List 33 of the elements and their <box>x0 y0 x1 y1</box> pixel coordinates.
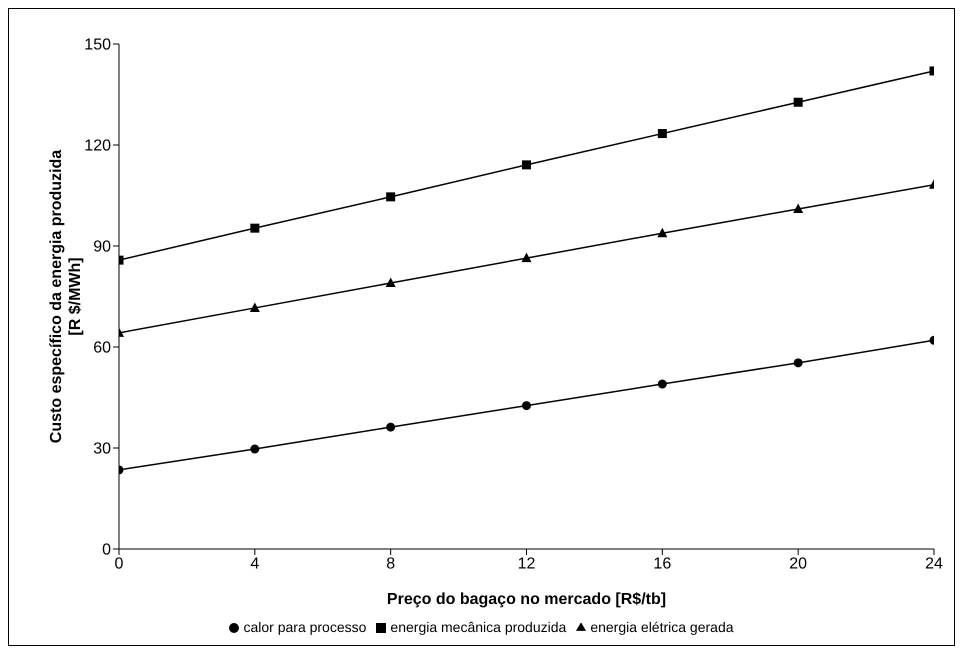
point <box>386 422 396 432</box>
point <box>793 203 804 213</box>
y-tick-label: 150 <box>84 36 112 54</box>
point <box>522 160 531 170</box>
y-tick-label: 30 <box>93 440 112 458</box>
point <box>658 129 667 138</box>
legend-label: energia elétrica gerada <box>590 619 734 635</box>
point <box>794 358 803 368</box>
legend-label: calor para processo <box>243 619 366 635</box>
y-tick-label: 90 <box>93 238 112 256</box>
y-tick-label: 0 <box>102 542 112 559</box>
x-tick-label: 20 <box>789 555 808 572</box>
point <box>250 224 260 233</box>
x-tick-label: 12 <box>518 555 536 572</box>
point <box>794 98 803 107</box>
point <box>522 252 532 262</box>
point <box>386 192 396 202</box>
x-tick-label: 0 <box>114 555 124 572</box>
point <box>250 302 260 312</box>
x-tick-label: 24 <box>925 555 943 572</box>
y-tick-label: 60 <box>93 340 112 357</box>
x-tick-label: 8 <box>386 555 396 572</box>
point <box>658 380 667 389</box>
x-tick-label: 16 <box>653 555 672 572</box>
y-axis-title: Custo específico da energia produzida [R $/MWh] <box>48 150 84 444</box>
legend-label: energia mecânica produzida <box>390 619 566 635</box>
point <box>386 278 396 288</box>
point <box>250 444 260 454</box>
x-tick-label: 4 <box>250 555 260 572</box>
y-tick-label: 120 <box>84 138 112 155</box>
point <box>522 401 531 410</box>
x-axis-title: Preço do bagaço no mercado [R$/tb] <box>386 591 666 608</box>
point <box>657 228 668 238</box>
